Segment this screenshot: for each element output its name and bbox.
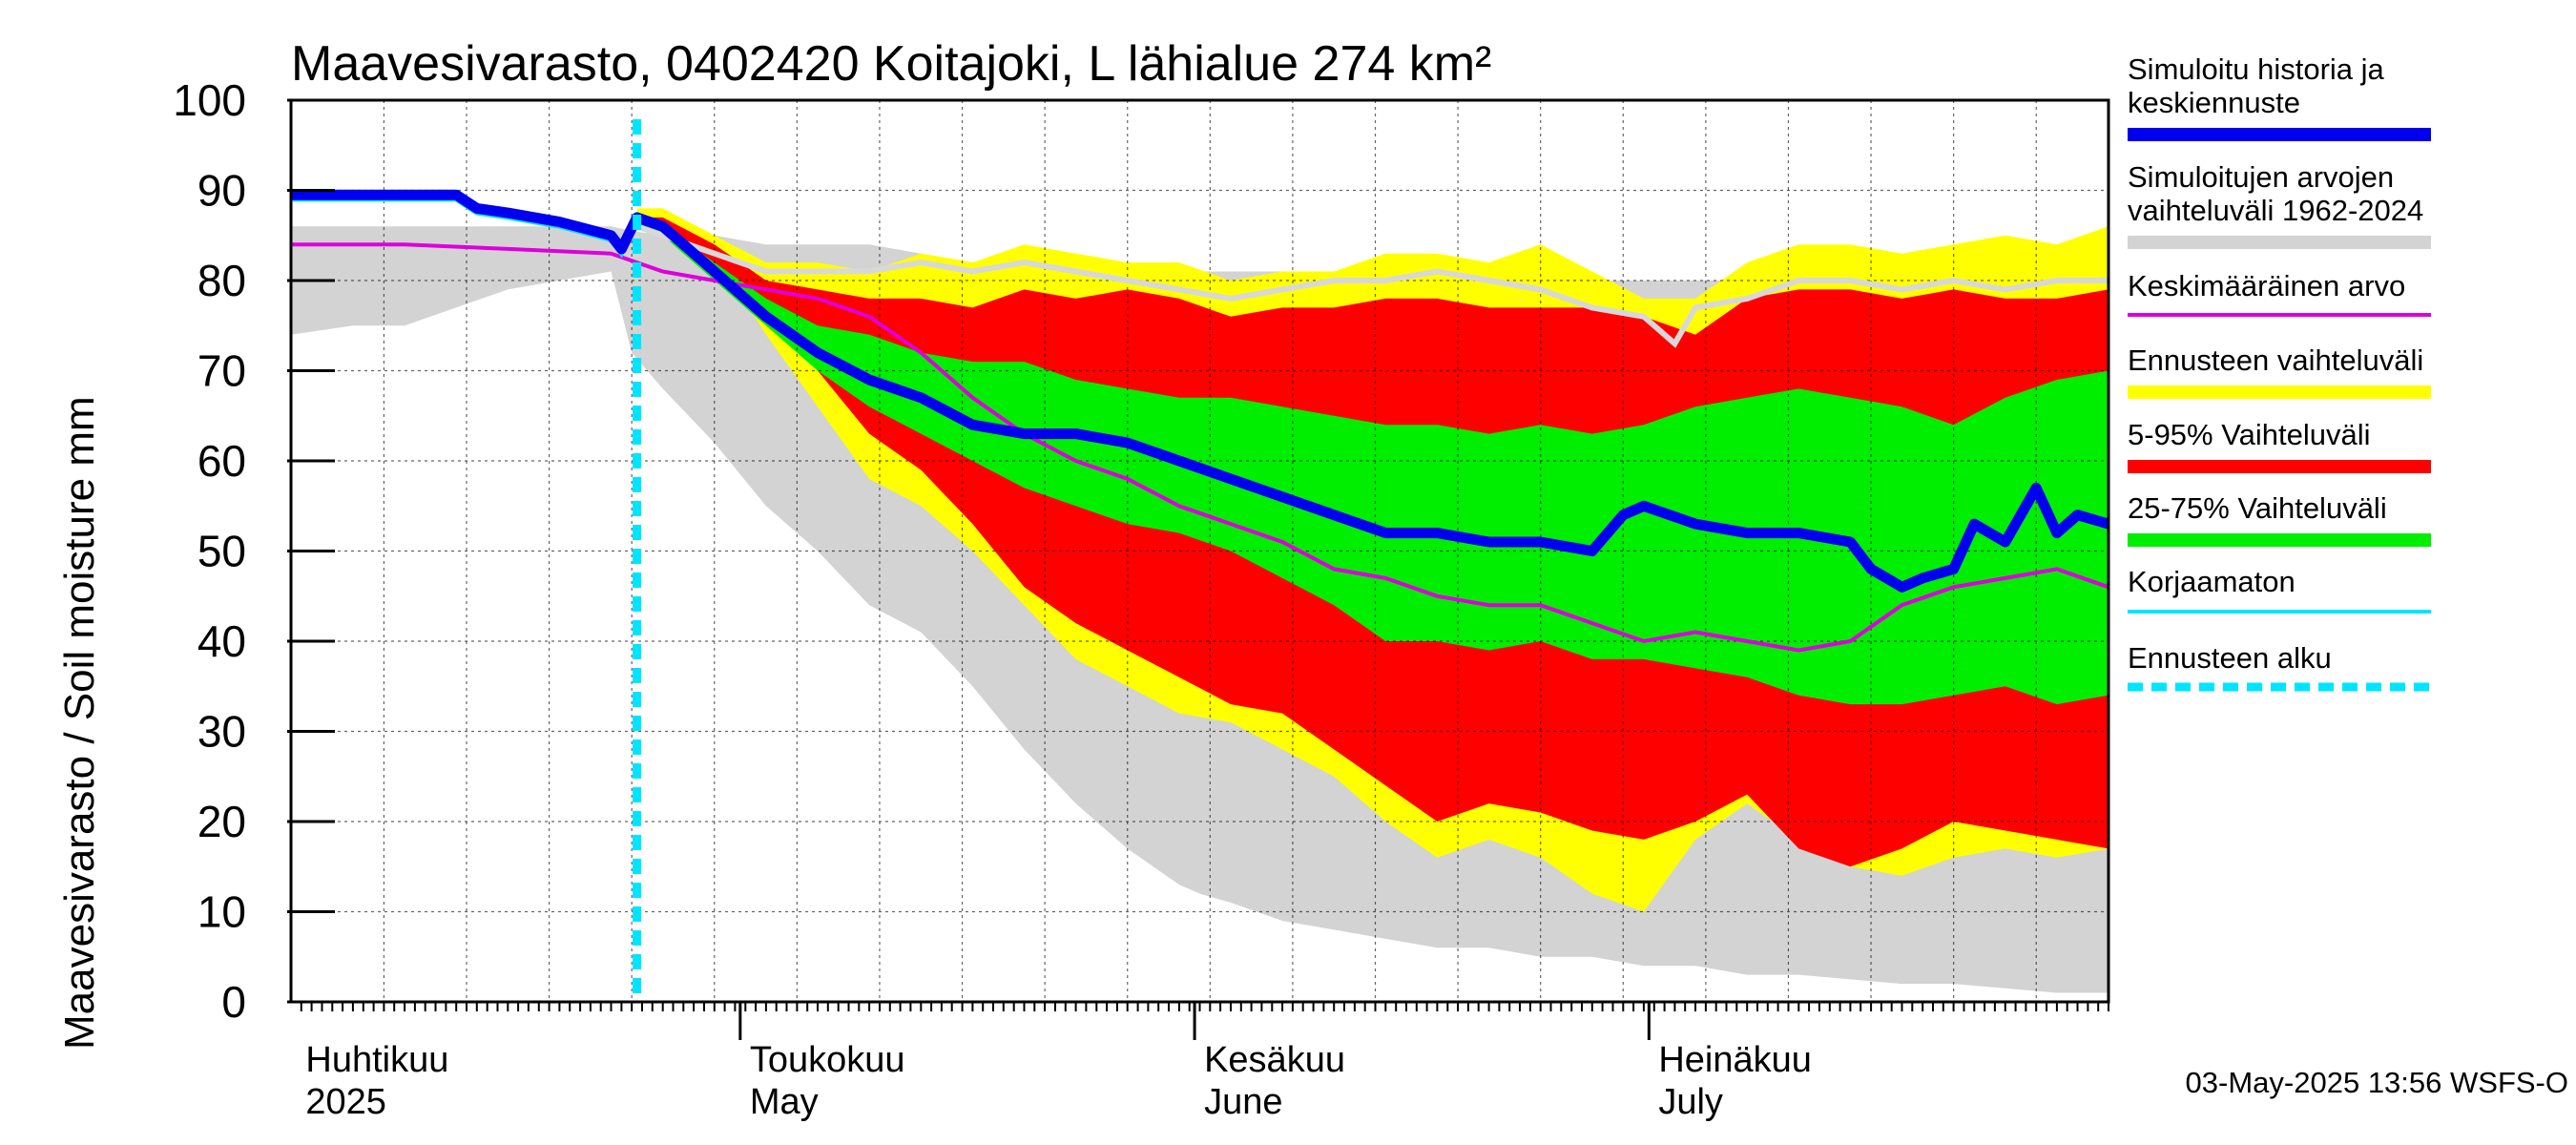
chart-title: Maavesivarasto, 0402420 Koitajoki, L läh… [291, 36, 1491, 92]
x-month-label: Kesäkuu [1204, 1040, 1345, 1080]
x-month-sublabel: June [1204, 1082, 1282, 1122]
y-tick-label: 20 [197, 797, 246, 846]
line-max-range [635, 223, 2109, 348]
y-tick-label: 90 [197, 166, 246, 216]
x-month-label: Toukokuu [750, 1040, 905, 1080]
y-tick-label: 0 [221, 977, 246, 1027]
legend-label-p5-95: 5-95% Vaihteluväli [2128, 418, 2370, 451]
legend-label-history-1: Simuloitu historia ja [2128, 52, 2385, 86]
legend-label-p25-75: 25-75% Vaihteluväli [2128, 491, 2387, 525]
legend-label-mean: Keskimääräinen arvo [2128, 269, 2405, 302]
grid [291, 100, 2109, 1002]
x-month-sublabel: 2025 [305, 1082, 386, 1122]
legend-swatch-p5-95 [2128, 460, 2431, 473]
band-25-75 [636, 217, 2109, 705]
y-axis-label: Maavesivarasto / Soil moisture mm [56, 396, 103, 1050]
legend-label-forecast-range: Ennusteen vaihteluväli [2128, 344, 2423, 377]
y-tick-label: 40 [197, 616, 246, 666]
y-tick-label: 60 [197, 436, 246, 486]
y-tick-label: 100 [173, 75, 246, 125]
legend-swatch-uncorrected [2128, 610, 2431, 614]
y-tick-label: 10 [197, 887, 246, 937]
legend-swatch-forecast-range [2128, 385, 2431, 399]
legend-label-forecast-start: Ennusteen alku [2128, 641, 2332, 675]
legend-label-uncorrected: Korjaamaton [2128, 565, 2296, 598]
x-month-sublabel: May [750, 1082, 819, 1122]
legend-label-range-2: vaihteluväli 1962-2024 [2128, 194, 2423, 227]
y-tick-label: 30 [197, 707, 246, 757]
legend-swatch-history [2128, 128, 2431, 141]
legend-swatch-p25-75 [2128, 533, 2431, 547]
x-month-label: Heinäkuu [1658, 1040, 1812, 1080]
plot-area [291, 100, 2110, 1002]
x-month-label: Huhtikuu [305, 1040, 448, 1080]
y-tick-label: 80 [197, 256, 246, 305]
legend: Simuloitu historia ja keskiennuste Simul… [2128, 52, 2431, 692]
line-history-forecast [291, 189, 2110, 593]
legend-swatch-range [2128, 236, 2431, 249]
legend-swatch-mean [2128, 313, 2431, 317]
y-tick-label: 50 [197, 527, 246, 576]
y-tick-label: 70 [197, 346, 246, 396]
timestamp: 03-May-2025 13:56 WSFS-O [2186, 1066, 2568, 1099]
legend-label-range-1: Simuloitujen arvojen [2128, 160, 2394, 194]
x-month-sublabel: July [1658, 1082, 1723, 1122]
x-day-ticks [300, 1002, 2109, 1011]
legend-label-history-2: keskiennuste [2128, 86, 2300, 119]
